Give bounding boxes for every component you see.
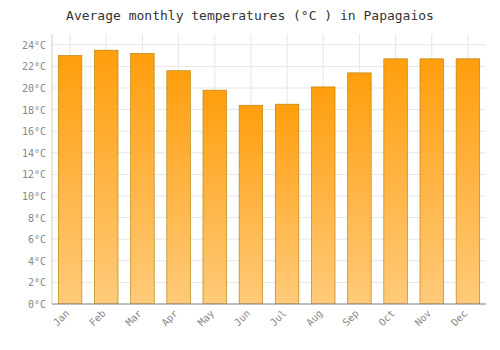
x-axis-line (52, 304, 486, 305)
bar (384, 59, 408, 304)
bar (239, 105, 263, 304)
y-tick-label: 8°C (28, 213, 46, 224)
y-axis-line (52, 34, 53, 304)
y-tick-labels: 0°C 2°C 4°C 6°C 8°C 10°C 12°C 14°C 16°C 18°C 20°C 2… (22, 40, 46, 310)
title: Average monthly temperatures (°C ) in Pa… (66, 8, 434, 23)
x-tick-label: Apr (159, 308, 180, 329)
y-tick-label: 16°C (22, 126, 46, 137)
bar (167, 71, 191, 304)
y-tick-label: 20°C (22, 83, 46, 94)
x-tick-label: Aug (304, 308, 325, 329)
bar (58, 56, 82, 304)
bar (203, 90, 227, 304)
y-tick-label: 24°C (22, 40, 46, 51)
x-tick-label: Nov (413, 308, 434, 329)
y-tick-label: 12°C (22, 169, 46, 180)
x-tick-label: May (196, 308, 217, 329)
x-tick-label: Feb (87, 308, 108, 329)
y-tick-label: 0°C (28, 299, 46, 310)
x-tick-label: Mar (123, 308, 144, 329)
chart: 0°C 2°C 4°C 6°C 8°C 10°C 12°C 14°C 16°C 18°C 20°C 2… (0, 0, 500, 350)
bar (456, 59, 480, 304)
bars (58, 50, 479, 304)
x-tick-label: Jun (232, 308, 253, 329)
x-tick-label: Sep (340, 308, 361, 329)
y-tick-label: 14°C (22, 148, 46, 159)
y-tick-label: 2°C (28, 277, 46, 288)
bar (420, 59, 444, 304)
bar (94, 50, 118, 304)
bar (311, 87, 335, 304)
bar (348, 73, 372, 304)
y-tick-label: 6°C (28, 234, 46, 245)
bar (131, 53, 155, 304)
x-tick-labels: Jan Feb Mar Apr May Jun Jul Aug Sep Oct Nov Dec (51, 308, 469, 329)
x-tick-label: Dec (449, 308, 470, 329)
y-tick-label: 10°C (22, 191, 46, 202)
x-tick-label: Jan (51, 308, 72, 329)
bar (275, 104, 299, 304)
x-tick-label: Jul (268, 308, 289, 329)
grid (52, 34, 486, 304)
y-tick-label: 18°C (22, 105, 46, 116)
x-tick-label: Oct (376, 308, 397, 329)
y-tick-label: 4°C (28, 256, 46, 267)
y-grid-line (52, 304, 486, 305)
y-tick-label: 22°C (22, 61, 46, 72)
y-grid-line (52, 44, 486, 45)
